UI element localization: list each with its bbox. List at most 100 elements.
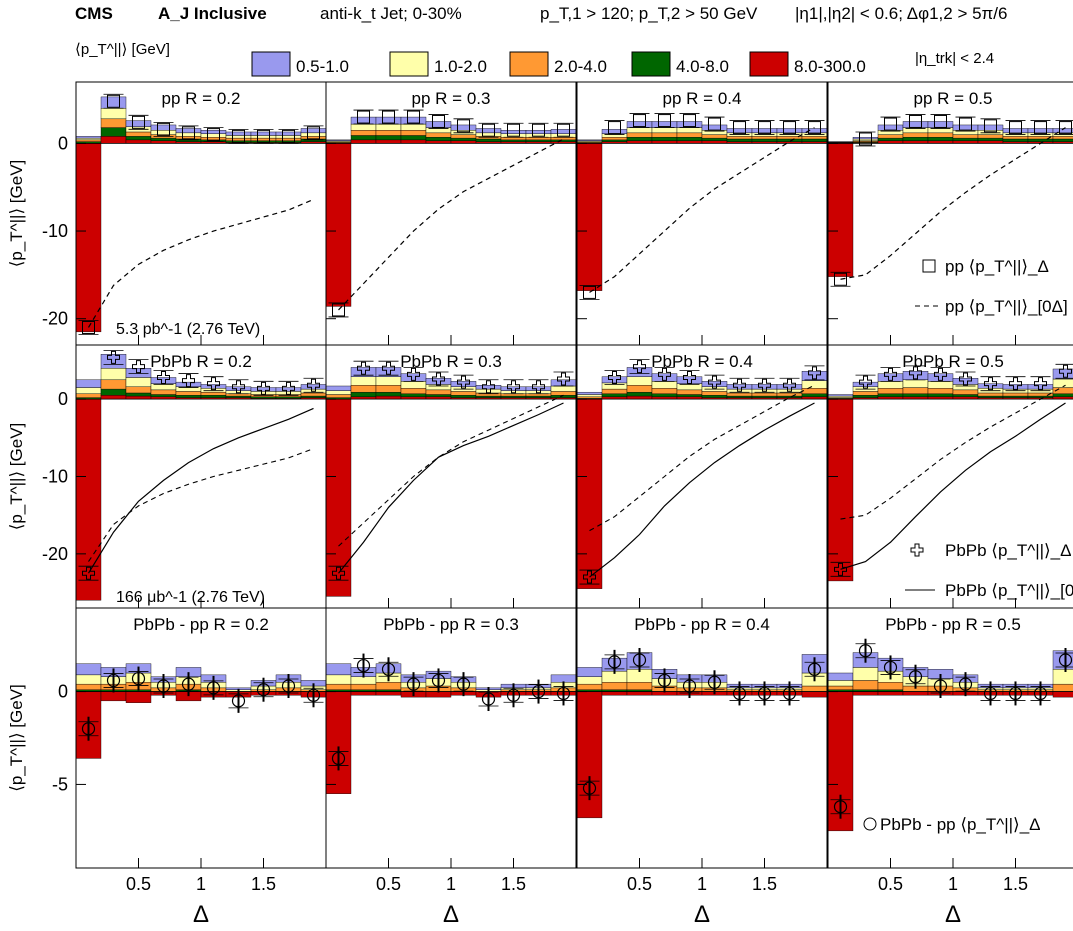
bar-segment	[550, 391, 577, 396]
data-point-circle	[306, 688, 321, 702]
data-point-cross	[407, 367, 420, 381]
y-axis-label: ⟨p_T^||⟩ [GeV]	[7, 684, 26, 792]
y-tick-label: -20	[42, 309, 68, 329]
x-axis-label: Δ	[443, 901, 459, 928]
bar-segment	[877, 388, 904, 394]
bar-segment	[175, 128, 202, 134]
bar-segment	[751, 138, 778, 142]
bar-segment	[450, 391, 477, 396]
bar-segment	[325, 394, 352, 398]
bar-segment	[350, 139, 377, 144]
data-point-square	[658, 114, 671, 128]
bar-segment	[701, 134, 728, 139]
bar-segment	[751, 392, 778, 397]
y-tick-label: -5	[52, 774, 68, 794]
bar-segment	[776, 384, 803, 390]
bar-segment	[100, 96, 127, 109]
track-eta-label: |η_trk| < 2.4	[915, 50, 995, 67]
y-tick-label: -10	[42, 467, 68, 487]
data-point-square	[909, 114, 922, 128]
legend-swatch-8.0-300.0	[749, 51, 789, 77]
data-point-cross	[482, 380, 495, 394]
data-point-square	[307, 126, 320, 140]
legend-title: ⟨p_T^||⟩ [GeV]	[75, 41, 170, 58]
bar-segment	[576, 676, 603, 685]
data-point-square	[332, 303, 345, 317]
bar-segment	[626, 385, 653, 393]
bar-segment	[751, 395, 778, 398]
data-point-circle	[657, 673, 672, 688]
y-tick-label: -10	[42, 221, 68, 241]
bar-segment	[626, 127, 653, 134]
panel-label: PbPb R = 0.5	[902, 352, 1004, 371]
panel-label: PbPb - pp R = 0.5	[885, 615, 1021, 634]
bar-segment	[150, 124, 177, 131]
bar-segment	[250, 387, 277, 392]
bar-segment	[525, 137, 552, 141]
bar-segment	[300, 138, 327, 142]
data-point-square	[834, 272, 847, 286]
data-point-circle	[431, 673, 446, 688]
bar-segment	[701, 381, 728, 387]
bar-segment	[325, 683, 352, 690]
bar-segment	[75, 137, 102, 141]
bar-segment	[325, 663, 352, 676]
data-point-square	[733, 121, 746, 135]
bar-segment	[250, 131, 277, 136]
bar-segment	[952, 124, 979, 131]
bar-segment	[952, 394, 979, 398]
bar-segment	[500, 139, 527, 142]
eta-cut-label: |η1|,|η2| < 0.6; Δφ1,2 > 5π/6	[795, 4, 1008, 23]
bar-segment	[300, 132, 327, 137]
bar-segment	[676, 389, 703, 395]
data-point-cross	[507, 380, 520, 394]
bar-segment	[75, 143, 102, 333]
bar-segment	[350, 123, 377, 131]
bar-segment	[400, 139, 427, 144]
bar-segment	[576, 683, 603, 690]
bar-segment	[400, 123, 427, 131]
bar-segment	[601, 129, 628, 134]
bar-segment	[1027, 384, 1054, 390]
y-tick-label: 0	[58, 133, 68, 153]
cumulative-curve	[589, 127, 815, 293]
data-point-square	[1009, 121, 1022, 135]
bar-segment	[300, 384, 327, 390]
bar-segment	[75, 387, 102, 394]
bar-segment	[425, 121, 452, 128]
y-tick-label: -20	[42, 544, 68, 564]
bar-segment	[601, 388, 628, 394]
data-point-square	[583, 285, 596, 299]
panel-1-2: PbPb R = 0.4	[576, 344, 828, 609]
bar-segment	[701, 391, 728, 396]
cumulative-curve	[338, 402, 564, 574]
bar-segment	[651, 132, 678, 138]
panel-2-1: PbPb - pp R = 0.3	[325, 607, 577, 869]
bar-segment	[1027, 138, 1054, 142]
bar-segment	[200, 391, 227, 396]
bar-segment	[100, 379, 127, 390]
panel-label: PbPb - pp R = 0.4	[634, 615, 770, 634]
x-axis-label: Δ	[193, 901, 209, 928]
panel-label: PbPb - pp R = 0.2	[133, 615, 269, 634]
panel-label: pp R = 0.5	[914, 89, 993, 108]
bar-segment	[550, 129, 577, 134]
bar-segment	[801, 691, 828, 698]
data-point-cross	[608, 370, 621, 384]
legend-entry: pp ⟨p_T^||⟩_Δ	[945, 257, 1049, 276]
data-point-circle	[807, 662, 822, 676]
bar-segment	[350, 135, 377, 141]
bar-segment	[500, 386, 527, 391]
data-point-cross	[984, 377, 997, 391]
bar-segment	[701, 395, 728, 398]
bar-segment	[100, 388, 127, 396]
legend-cross-marker	[910, 543, 924, 557]
bar-segment	[100, 118, 127, 128]
bar-segment	[601, 393, 628, 398]
bar-segment	[902, 121, 929, 128]
bar-segment	[125, 131, 152, 137]
data-point-circle	[206, 681, 221, 695]
bar-segment	[100, 395, 127, 400]
data-point-cross	[834, 562, 847, 576]
legend-label: 4.0-8.0	[676, 57, 729, 76]
